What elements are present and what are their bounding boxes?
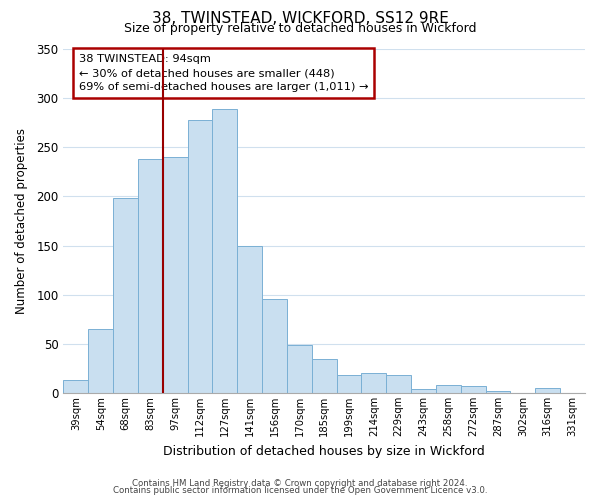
Text: Size of property relative to detached houses in Wickford: Size of property relative to detached ho… (124, 22, 476, 35)
Bar (485, 391, 511, 393)
Bar (386, 376, 411, 393)
Bar (88, 329, 113, 393)
Text: Contains HM Land Registry data © Crown copyright and database right 2024.: Contains HM Land Registry data © Crown c… (132, 478, 468, 488)
Text: 38, TWINSTEAD, WICKFORD, SS12 9RE: 38, TWINSTEAD, WICKFORD, SS12 9RE (152, 11, 448, 26)
Bar (411, 389, 436, 393)
Text: Contains public sector information licensed under the Open Government Licence v3: Contains public sector information licen… (113, 486, 487, 495)
Bar (461, 386, 485, 393)
Bar (262, 298, 287, 393)
Bar (337, 376, 361, 393)
Bar (64, 380, 88, 393)
Bar (312, 358, 337, 393)
Bar (535, 388, 560, 393)
Y-axis label: Number of detached properties: Number of detached properties (15, 128, 28, 314)
Bar (163, 157, 188, 393)
Bar (436, 385, 461, 393)
Bar (138, 159, 163, 393)
X-axis label: Distribution of detached houses by size in Wickford: Distribution of detached houses by size … (163, 444, 485, 458)
Bar (113, 198, 138, 393)
Bar (361, 374, 386, 393)
Bar (237, 246, 262, 393)
Bar (212, 109, 237, 393)
Bar (188, 120, 212, 393)
Text: 38 TWINSTEAD: 94sqm
← 30% of detached houses are smaller (448)
69% of semi-detac: 38 TWINSTEAD: 94sqm ← 30% of detached ho… (79, 54, 368, 92)
Bar (287, 345, 312, 393)
